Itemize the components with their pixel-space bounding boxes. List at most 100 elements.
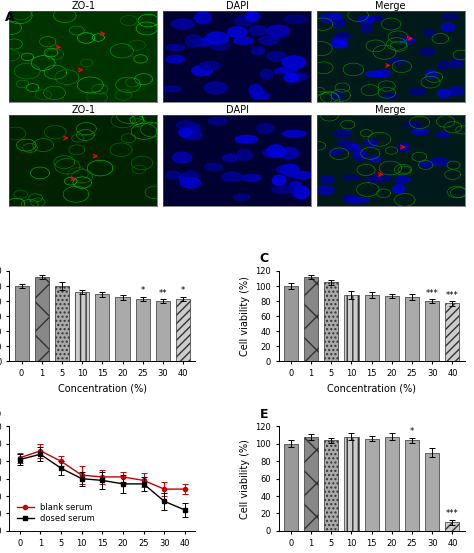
Bar (304, 277, 318, 362)
Ellipse shape (449, 60, 463, 67)
Ellipse shape (182, 131, 202, 139)
Bar (35, 277, 49, 362)
Ellipse shape (409, 87, 426, 95)
Bar (116, 298, 129, 362)
Ellipse shape (320, 14, 331, 22)
Ellipse shape (395, 176, 410, 183)
Ellipse shape (354, 149, 365, 156)
Ellipse shape (343, 195, 356, 202)
Ellipse shape (398, 143, 410, 152)
Ellipse shape (365, 139, 378, 147)
Text: *: * (181, 286, 185, 295)
Ellipse shape (267, 25, 289, 37)
Text: A: A (5, 11, 14, 24)
X-axis label: Concentration (%): Concentration (%) (327, 384, 416, 394)
Text: ***: *** (446, 509, 459, 518)
Ellipse shape (289, 181, 301, 192)
blank serum (182, 486, 188, 492)
Ellipse shape (272, 175, 286, 186)
Bar (55, 286, 69, 362)
Title: ZO-1: ZO-1 (71, 105, 95, 115)
Ellipse shape (199, 62, 220, 70)
Ellipse shape (393, 185, 404, 193)
Ellipse shape (246, 12, 259, 21)
Ellipse shape (166, 45, 184, 50)
Ellipse shape (401, 36, 415, 44)
Ellipse shape (283, 131, 306, 137)
Ellipse shape (261, 69, 273, 79)
Bar (425, 301, 439, 362)
blank serum (162, 486, 167, 492)
Ellipse shape (438, 61, 448, 70)
Line: blank serum: blank serum (18, 448, 187, 491)
dosed serum (17, 456, 23, 463)
Ellipse shape (267, 145, 285, 157)
Ellipse shape (259, 36, 279, 44)
Bar (136, 299, 150, 362)
Ellipse shape (284, 15, 307, 23)
Bar (425, 452, 439, 531)
Bar (405, 440, 419, 531)
Ellipse shape (179, 128, 192, 137)
Text: C: C (260, 252, 269, 265)
Bar (75, 292, 89, 362)
Ellipse shape (252, 92, 270, 100)
Bar (176, 299, 190, 362)
Ellipse shape (272, 186, 293, 194)
blank serum (120, 473, 126, 480)
Ellipse shape (332, 40, 348, 48)
Ellipse shape (361, 24, 372, 33)
Ellipse shape (352, 197, 369, 202)
Bar (304, 437, 318, 531)
Bar (446, 522, 459, 531)
Ellipse shape (252, 47, 264, 55)
Ellipse shape (389, 58, 406, 64)
Ellipse shape (320, 176, 334, 183)
Ellipse shape (329, 14, 342, 20)
Ellipse shape (205, 163, 222, 170)
Title: Merge: Merge (375, 1, 406, 11)
Ellipse shape (176, 121, 196, 129)
Bar (345, 437, 358, 531)
Ellipse shape (374, 174, 391, 181)
blank serum (100, 473, 105, 480)
Ellipse shape (292, 171, 313, 179)
Ellipse shape (263, 149, 280, 157)
Ellipse shape (172, 19, 194, 29)
Ellipse shape (180, 173, 196, 184)
Bar (365, 295, 379, 362)
Ellipse shape (290, 73, 307, 80)
Line: dosed serum: dosed serum (18, 452, 187, 512)
Y-axis label: Cell viability (%): Cell viability (%) (240, 276, 250, 356)
Ellipse shape (234, 37, 253, 44)
Ellipse shape (317, 186, 334, 195)
Ellipse shape (329, 149, 341, 155)
Ellipse shape (293, 186, 310, 199)
Ellipse shape (442, 14, 458, 20)
Ellipse shape (367, 16, 384, 22)
Ellipse shape (441, 23, 455, 31)
Ellipse shape (166, 171, 180, 179)
Ellipse shape (279, 148, 299, 159)
Ellipse shape (383, 94, 397, 98)
Ellipse shape (183, 171, 198, 181)
Ellipse shape (377, 70, 390, 77)
Ellipse shape (438, 89, 450, 98)
Title: Merge: Merge (375, 105, 406, 115)
Ellipse shape (404, 122, 420, 128)
dosed serum (162, 498, 167, 504)
Ellipse shape (209, 117, 228, 124)
Title: DAPI: DAPI (226, 1, 248, 11)
Ellipse shape (284, 73, 298, 82)
Bar (324, 440, 338, 531)
Ellipse shape (192, 66, 212, 76)
Ellipse shape (342, 145, 354, 150)
blank serum (79, 472, 84, 478)
Ellipse shape (195, 12, 211, 24)
Ellipse shape (353, 152, 368, 160)
Ellipse shape (421, 48, 434, 56)
Ellipse shape (343, 175, 360, 180)
Bar (156, 301, 170, 362)
X-axis label: Concentration (%): Concentration (%) (58, 384, 147, 394)
Ellipse shape (204, 82, 227, 94)
